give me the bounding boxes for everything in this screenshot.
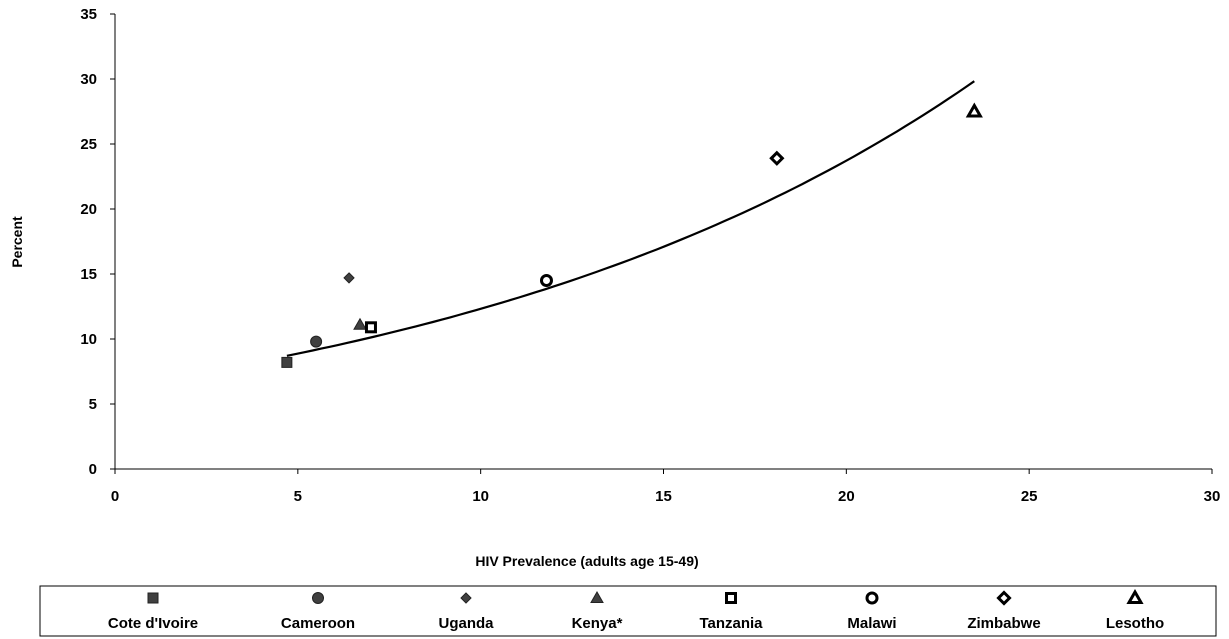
data-point-lesotho (965, 102, 983, 118)
y-axis: 0 5 10 15 20 25 30 35 (80, 6, 116, 478)
data-point-uganda (343, 272, 355, 284)
data-point-kenya (353, 317, 367, 330)
x-tick-label: 25 (1021, 488, 1038, 505)
data-point-malawi (539, 274, 553, 287)
data-point-cameroon (310, 335, 323, 348)
y-axis-title: Percent (9, 216, 25, 268)
y-tick-label: 30 (80, 71, 97, 88)
x-tick-label: 0 (111, 488, 119, 505)
x-axis-title: HIV Prevalence (adults age 15-49) (475, 553, 698, 569)
legend-label-lesotho: Lesotho (1106, 615, 1164, 632)
legend-label-tanzania: Tanzania (699, 615, 763, 632)
legend-label-kenya: Kenya* (572, 615, 623, 632)
x-tick-label: 20 (838, 488, 855, 505)
x-tick-label: 5 (294, 488, 302, 505)
data-point-zimbabwe (769, 150, 785, 166)
legend-marker-malawi (865, 591, 879, 605)
y-tick-label: 0 (89, 461, 97, 478)
legend-marker-cameroon (312, 592, 324, 604)
y-tick-label: 10 (80, 331, 97, 348)
data-points (281, 102, 983, 368)
legend: Cote d'Ivoire Cameroon Uganda Kenya* Tanzani… (39, 585, 1217, 637)
trendline-group (286, 80, 975, 357)
legend-marker-tanzania (725, 592, 737, 604)
legend-label-cote-d-ivoire: Cote d'Ivoire (108, 615, 198, 632)
data-point-cote-d-ivoire (281, 356, 293, 368)
legend-marker-lesotho (1126, 588, 1144, 604)
legend-label-zimbabwe: Zimbabwe (967, 615, 1040, 632)
x-tick-label: 30 (1204, 488, 1221, 505)
legend-label-cameroon: Cameroon (281, 615, 355, 632)
data-point-tanzania (364, 321, 377, 334)
y-tick-label: 5 (89, 396, 97, 413)
legend-marker-cote-d-ivoire (147, 592, 159, 604)
y-tick-label: 25 (80, 136, 97, 153)
legend-marker-kenya (590, 590, 604, 603)
trendline (286, 80, 975, 357)
legend-label-uganda: Uganda (438, 615, 494, 632)
legend-marker-zimbabwe (996, 590, 1012, 606)
x-axis: 0 5 10 15 20 25 30 (111, 468, 1221, 505)
y-tick-label: 15 (80, 266, 97, 283)
y-tick-label: 35 (80, 6, 97, 23)
x-tick-label: 10 (472, 488, 489, 505)
x-tick-label: 15 (655, 488, 672, 505)
legend-box (39, 585, 1217, 637)
legend-label-malawi: Malawi (847, 615, 896, 632)
legend-marker-uganda (460, 592, 472, 604)
y-tick-label: 20 (80, 201, 97, 218)
